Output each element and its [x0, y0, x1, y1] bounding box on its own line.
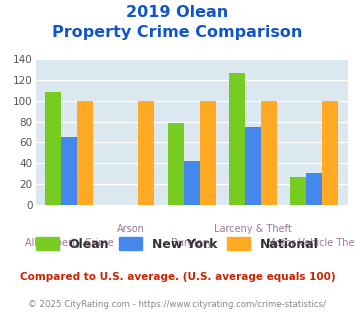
Text: Compared to U.S. average. (U.S. average equals 100): Compared to U.S. average. (U.S. average …: [20, 272, 335, 282]
Bar: [61, 137, 77, 205]
Bar: [245, 127, 261, 205]
Bar: [261, 101, 277, 205]
Text: Larceny & Theft: Larceny & Theft: [214, 224, 292, 234]
Text: All Property Crime: All Property Crime: [25, 238, 114, 248]
Bar: [290, 177, 306, 205]
Text: Arson: Arson: [116, 224, 144, 234]
Text: 2019 Olean: 2019 Olean: [126, 5, 229, 20]
Legend: Olean, New York, National: Olean, New York, National: [36, 237, 319, 251]
Text: © 2025 CityRating.com - https://www.cityrating.com/crime-statistics/: © 2025 CityRating.com - https://www.city…: [28, 300, 327, 309]
Bar: [77, 101, 93, 205]
Bar: [45, 91, 61, 205]
Bar: [168, 123, 184, 205]
Bar: [138, 101, 154, 205]
Bar: [184, 161, 200, 205]
Text: Motor Vehicle Theft: Motor Vehicle Theft: [267, 238, 355, 248]
Bar: [322, 101, 338, 205]
Bar: [306, 174, 322, 205]
Text: Burglary: Burglary: [171, 238, 212, 248]
Bar: [200, 101, 215, 205]
Text: Property Crime Comparison: Property Crime Comparison: [52, 25, 303, 40]
Bar: [229, 73, 245, 205]
